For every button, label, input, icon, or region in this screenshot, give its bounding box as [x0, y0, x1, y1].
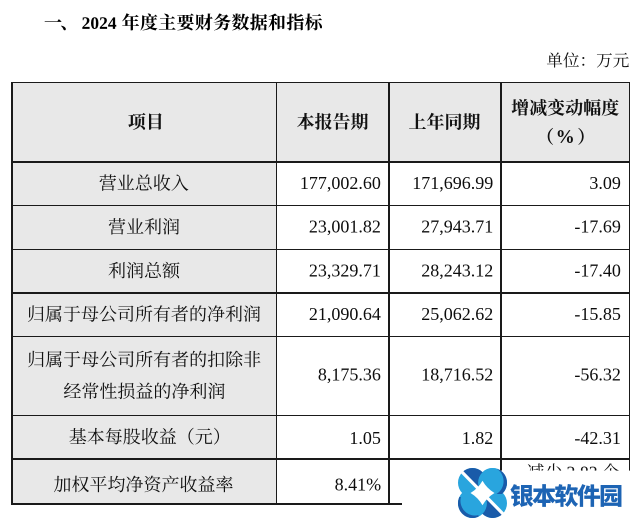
svg-text:1.82: 1.82	[462, 428, 494, 448]
svg-text:8,175.36: 8,175.36	[318, 364, 381, 384]
svg-text:27,943.71: 27,943.71	[421, 217, 493, 237]
svg-text:28,243.12: 28,243.12	[421, 260, 493, 280]
svg-text:-15.85: -15.85	[574, 304, 621, 324]
svg-text:-17.40: -17.40	[574, 260, 621, 280]
svg-text:1.05: 1.05	[349, 428, 381, 448]
svg-text:177,002.60: 177,002.60	[300, 173, 381, 193]
svg-text:23,329.71: 23,329.71	[309, 260, 381, 280]
svg-text:-17.69: -17.69	[574, 217, 621, 237]
svg-text:8.41%: 8.41%	[335, 475, 382, 495]
svg-text:25,062.62: 25,062.62	[421, 304, 493, 324]
svg-text:3.09: 3.09	[589, 173, 621, 193]
svg-text:171,696.99: 171,696.99	[412, 173, 493, 193]
svg-text:18,716.52: 18,716.52	[421, 364, 493, 384]
svg-text:23,001.82: 23,001.82	[309, 217, 381, 237]
svg-text:21,090.64: 21,090.64	[309, 304, 381, 324]
svg-text:-56.32: -56.32	[574, 364, 621, 384]
svg-text:-42.31: -42.31	[574, 428, 621, 448]
